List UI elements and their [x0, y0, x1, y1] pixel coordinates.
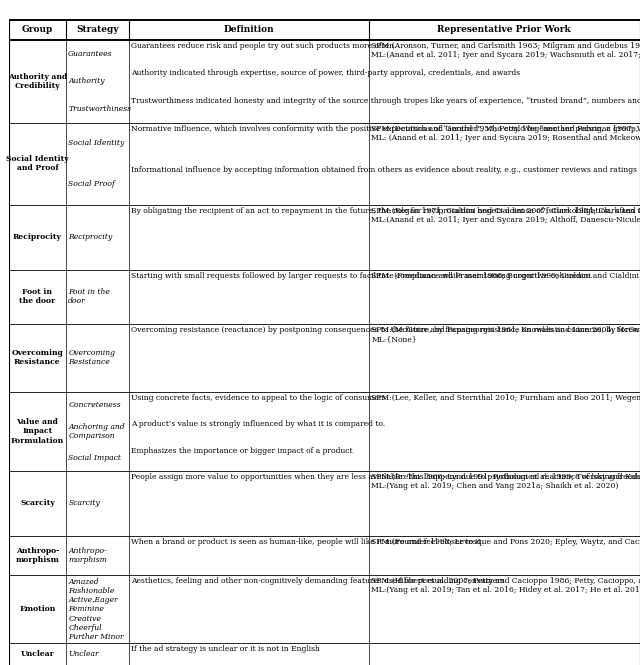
Text: SPM:(Regan 1971; Cialdini and Cialdini 2007; Clark 1984; Clark and Mills 1979; C: SPM:(Regan 1971; Cialdini and Cialdini 2… [371, 207, 640, 224]
Text: Authority indicated through expertise, source of power, third-party approval, cr: Authority indicated through expertise, s… [131, 69, 520, 77]
Text: Foot in
the door: Foot in the door [19, 288, 56, 305]
Text: Authority and
Credibility: Authority and Credibility [8, 72, 67, 90]
Text: A product’s value is strongly influenced by what it is compared to.: A product’s value is strongly influenced… [131, 420, 386, 428]
Text: SPM: (Freedman and Fraser 1966; Burger 1999; Cialdini and Cialdini 2007) ML:(Che: SPM: (Freedman and Fraser 1966; Burger 1… [371, 272, 640, 280]
Text: Unclear: Unclear [20, 650, 54, 658]
Text: People assign more value to opportunities when they are less available. This hap: People assign more value to opportunitie… [131, 473, 640, 481]
Text: SPM:(Brehm 1966; Lynn 1991; Rothman et al. 1999; Tversky and Kahneman 1985)
ML:(: SPM:(Brehm 1966; Lynn 1991; Rothman et a… [371, 473, 640, 490]
Text: Definition: Definition [223, 25, 274, 35]
Text: Social Impact: Social Impact [68, 454, 122, 462]
Text: Informational influence by accepting information obtained from others as evidenc: Informational influence by accepting inf… [131, 166, 637, 174]
Text: SPM:(Deutsch and Gerard 1955; Petty, Wegener, and Fabrigar 1997; Wood 2000; Cial: SPM:(Deutsch and Gerard 1955; Petty, Weg… [371, 124, 640, 142]
Text: Social Proof: Social Proof [68, 180, 115, 188]
Text: Emphasizes the importance or bigger impact of a product: Emphasizes the importance or bigger impa… [131, 447, 353, 455]
Text: Authority: Authority [68, 77, 105, 85]
Text: Anthropo-
morphism: Anthropo- morphism [15, 547, 60, 564]
Text: Normative influence, which involves conformity with the positive expectations of: Normative influence, which involves conf… [131, 124, 640, 132]
Text: Concreteness: Concreteness [68, 401, 121, 409]
Text: Reciprocity: Reciprocity [13, 233, 62, 241]
Text: SPM:(Fournier 1998; Levesque and Pons 2020; Epley, Waytz, and Cacioppo 2007) ML:: SPM:(Fournier 1998; Levesque and Pons 20… [371, 538, 640, 546]
Text: Anchoring and
Comparison: Anchoring and Comparison [68, 423, 125, 440]
Text: Social Identity
and Proof: Social Identity and Proof [6, 155, 68, 172]
Text: Value and
Impact
Formulation: Value and Impact Formulation [11, 418, 64, 445]
Text: Representative Prior Work: Representative Prior Work [438, 25, 572, 35]
Text: SPM:(Hibbert et al. 2007; Petty and Cacioppo 1986; Petty, Cacioppo, and Schumann: SPM:(Hibbert et al. 2007; Petty and Caci… [371, 577, 640, 595]
Text: Anthropo-
morphism: Anthropo- morphism [68, 547, 107, 564]
Text: Trustworthiness: Trustworthiness [68, 105, 131, 113]
Text: Foot in the
door: Foot in the door [68, 288, 110, 305]
Text: Overcoming
Resistance: Overcoming Resistance [12, 349, 63, 366]
Text: Scarcity: Scarcity [68, 499, 100, 507]
Text: Guarantees reduce risk and people try out such products more often.: Guarantees reduce risk and people try ou… [131, 42, 397, 50]
Text: Starting with small requests followed by larger requests to facilitate complianc: Starting with small requests followed by… [131, 272, 593, 280]
Text: Using concrete facts, evidence to appeal to the logic of consumers: Using concrete facts, evidence to appeal… [131, 394, 387, 402]
Text: Strategy: Strategy [76, 25, 118, 35]
Text: Unclear: Unclear [68, 650, 99, 658]
Text: Emotion: Emotion [19, 605, 56, 613]
Text: Guarantees: Guarantees [68, 50, 113, 58]
Text: SPM:(McGuire and Papageorgis 1961; Knowles and Linn 2004; McGuire 1964)
ML:{None: SPM:(McGuire and Papageorgis 1961; Knowl… [371, 326, 640, 343]
Text: Aesthetics, feeling and other non-cognitively demanding features used for persua: Aesthetics, feeling and other non-cognit… [131, 577, 505, 585]
Text: By obligating the recipient of an act to repayment in the future, the rule for r: By obligating the recipient of an act to… [131, 207, 640, 215]
Text: Reciprocity: Reciprocity [68, 233, 113, 241]
Text: Overcoming
Resistance: Overcoming Resistance [68, 349, 115, 366]
Text: Amazed
Fashionable
Active,Eager
Feminine
Creative
Cheerful
Further Minor: Amazed Fashionable Active,Eager Feminine… [68, 578, 124, 641]
Text: When a brand or product is seen as human-like, people will like it more and feel: When a brand or product is seen as human… [131, 538, 484, 546]
Text: Trustworthiness indicated honesty and integrity of the source through tropes lik: Trustworthiness indicated honesty and in… [131, 97, 640, 105]
Text: SPM:(Lee, Keller, and Sternthal 2010; Furnham and Boo 2011; Wegener et al. 2001;: SPM:(Lee, Keller, and Sternthal 2010; Fu… [371, 394, 640, 402]
Text: Group: Group [22, 25, 53, 35]
Text: Overcoming resistance (reactance) by postponing consequences to the future, by f: Overcoming resistance (reactance) by pos… [131, 326, 640, 334]
Text: SPM:(Aronson, Turner, and Carlsmith 1963; Milgram and Gudebus 1978; Cialdini and: SPM:(Aronson, Turner, and Carlsmith 1963… [371, 42, 640, 59]
Text: If the ad strategy is unclear or it is not in English: If the ad strategy is unclear or it is n… [131, 646, 320, 654]
Text: Scarcity: Scarcity [20, 499, 55, 507]
Text: Social Identity: Social Identity [68, 139, 125, 147]
